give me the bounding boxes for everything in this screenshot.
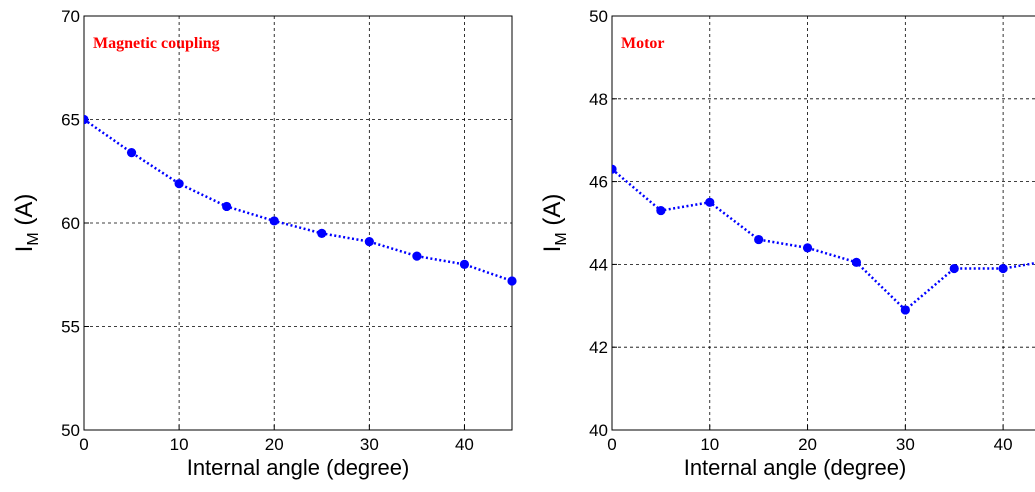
data-point [174,179,184,189]
data-point [507,276,517,286]
x-axis-label: Internal angle (degree) [187,455,410,480]
chart-annotation: Motor [621,35,665,52]
y-axis-label-unit: (A) [539,194,566,233]
y-axis-label-unit: (A) [11,194,38,233]
y-tick-label: 48 [589,90,608,109]
y-axis-label-subscript: M [553,232,570,245]
y-tick-label: 46 [589,173,608,192]
x-tick-label: 40 [994,435,1013,454]
data-point [949,263,959,274]
series-line [612,168,1035,312]
data-point [222,201,232,212]
chart-annotation: Magnetic coupling [93,35,220,52]
data-point [459,259,470,269]
series-line [84,118,513,283]
x-axis-label: Internal angle (degree) [684,455,907,480]
data-point [705,197,715,207]
y-tick-label: 60 [61,214,80,233]
y-tick-label: 50 [589,7,608,26]
y-tick-label: 44 [589,255,608,274]
y-axis-label: IM (A) [539,194,570,253]
data-point [269,216,279,226]
data-point [900,305,910,315]
data-point [754,234,764,245]
x-tick-label: 30 [360,435,379,454]
data-point [126,148,137,158]
y-tick-label: 55 [61,318,80,337]
y-axis-label-main: I [539,246,566,253]
y-tick-label: 40 [589,421,608,440]
data-point [317,228,327,238]
grid [84,16,512,430]
y-axis-label: IM (A) [11,194,42,253]
x-tick-label: 20 [265,435,284,454]
chart-panel-motor: Motor Internal angle (degree) IM (A) 0 10… [539,7,1035,480]
x-tick-label: 40 [455,435,474,454]
x-tick-label: 10 [170,435,189,454]
data-point [802,243,813,253]
y-tick-label: 70 [61,7,80,26]
data-point [851,257,862,267]
plot-frame [83,15,513,431]
grid [612,16,1035,430]
data-point [412,251,422,261]
x-tick-label: 20 [798,435,817,454]
plot-frame [611,15,1035,431]
data-point [998,263,1008,274]
y-tick-label: 50 [61,421,80,440]
x-tick-label: 10 [700,435,719,454]
x-tick-label: 0 [607,435,616,454]
chart-panel-magnetic-coupling: Magnetic coupling Internal angle (degree… [11,7,517,480]
y-tick-label: 65 [61,111,80,130]
y-tick-label: 42 [589,338,608,357]
data-point [612,164,617,174]
data-point [656,205,666,216]
y-axis-label-subscript: M [25,232,42,245]
y-axis-label-main: I [11,246,38,253]
x-tick-label: 0 [79,435,88,454]
x-tick-label: 30 [896,435,915,454]
data-point [364,237,374,247]
data-point [84,114,89,125]
